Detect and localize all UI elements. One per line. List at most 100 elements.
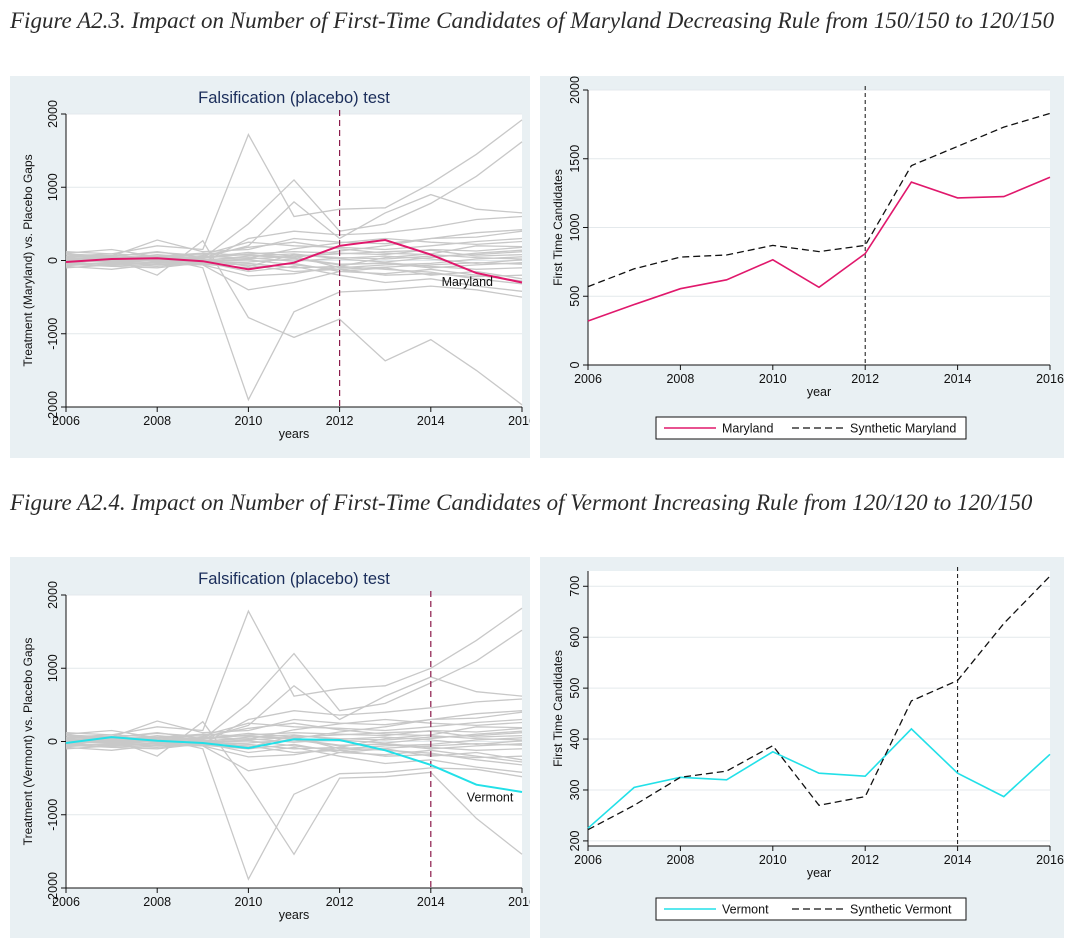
x-tick-label: 2010 (759, 372, 787, 386)
x-tick-label: 2012 (326, 414, 354, 428)
y-tick-label: -1000 (46, 318, 60, 350)
x-tick-label: 2012 (851, 853, 879, 867)
figure-caption-a2-3: Figure A2.3. Impact on Number of First-T… (10, 8, 1055, 33)
placebo-line (65, 698, 523, 750)
vermont-synthetic-panel: 200 300 400 500 600 700 2006 2008 2010 2012 2014 20… (540, 557, 1064, 938)
y-axis-title: First Time Candidates (551, 650, 565, 767)
chart-title: Falsification (placebo) test (198, 89, 390, 107)
x-tick-label: 2006 (52, 414, 80, 428)
placebo-line (65, 736, 523, 746)
x-tick-label: 2010 (234, 414, 262, 428)
y-tick-label: 2000 (46, 581, 60, 609)
maryland-placebo-panel: -2000 -1000 0 1000 2000 2006 2008 2010 2012 2014 2… (10, 76, 530, 458)
y-tick-label: 0 (46, 257, 60, 264)
treated-series-label: Vermont (467, 791, 514, 805)
legend-label: Synthetic Vermont (850, 903, 952, 917)
placebo-line (65, 742, 523, 773)
series-line (587, 575, 1051, 831)
placebo-line (65, 245, 523, 277)
x-tick-label: 2010 (759, 853, 787, 867)
maryland-placebo-chart: -2000 -1000 0 1000 2000 2006 2008 2010 2012 2014 2… (21, 89, 530, 441)
figure-caption-a2-4: Figure A2.4. Impact on Number of First-T… (10, 490, 1033, 515)
y-tick-label: 300 (568, 780, 582, 801)
x-tick-label: 2014 (417, 895, 445, 909)
placebo-line (65, 726, 523, 758)
maryland-synthetic-panel: 0 500 1000 1500 2000 2006 2008 2010 2012 2014 2016… (540, 76, 1064, 458)
y-tick-label: 700 (568, 576, 582, 597)
y-tick-label: 600 (568, 627, 582, 648)
x-axis-title: years (279, 427, 310, 441)
y-tick-label: 1000 (46, 173, 60, 201)
x-tick-label: 2014 (417, 414, 445, 428)
placebo-line (65, 229, 523, 259)
placebo-line (65, 261, 523, 292)
y-tick-label: 1000 (46, 654, 60, 682)
y-tick-label: 1000 (568, 214, 582, 242)
x-tick-label: 2008 (143, 414, 171, 428)
chart-title: Falsification (placebo) test (198, 570, 390, 588)
x-tick-label: 2006 (574, 853, 602, 867)
placebo-line (65, 237, 523, 258)
y-tick-label: 200 (568, 830, 582, 851)
placebo-line (65, 261, 523, 285)
legend-label: Maryland (722, 422, 773, 436)
y-tick-label: 1500 (568, 145, 582, 173)
legend-box (655, 416, 967, 440)
y-tick-label: 0 (46, 738, 60, 745)
placebo-line (65, 119, 523, 257)
treated-series-line (65, 238, 523, 284)
legend-label: Vermont (722, 903, 769, 917)
placebo-line (65, 722, 523, 741)
y-axis-title: Treatment (Vermont) vs. Placebo Gaps (21, 638, 35, 846)
placebo-line (65, 741, 523, 763)
x-tick-label: 2012 (851, 372, 879, 386)
placebo-line (65, 215, 523, 269)
x-axis-title: years (279, 908, 310, 922)
x-tick-label: 2016 (1036, 853, 1064, 867)
placebo-line (65, 718, 523, 739)
series-line (587, 727, 1051, 829)
series-line (587, 112, 1051, 288)
y-tick-label: 0 (568, 361, 582, 368)
x-tick-label: 2008 (666, 853, 694, 867)
x-tick-label: 2010 (234, 895, 262, 909)
y-tick-label: 500 (568, 286, 582, 307)
y-tick-label: 2000 (46, 100, 60, 128)
treated-series-line (65, 736, 523, 793)
x-tick-label: 2006 (574, 372, 602, 386)
placebo-line (65, 239, 523, 406)
x-tick-label: 2014 (944, 372, 972, 386)
placebo-line (65, 727, 523, 742)
legend-box (655, 897, 967, 921)
x-axis-title: year (807, 385, 831, 399)
y-tick-label: 400 (568, 729, 582, 750)
y-axis-title: Treatment (Maryland) vs. Placebo Gaps (21, 154, 35, 366)
x-tick-label: 2008 (666, 372, 694, 386)
y-tick-label: -2000 (46, 391, 60, 423)
placebo-line (65, 230, 523, 262)
placebo-line (65, 607, 523, 738)
y-tick-label: 2000 (568, 76, 582, 104)
x-tick-label: 2012 (326, 895, 354, 909)
x-tick-label: 2014 (944, 853, 972, 867)
placebo-line (65, 246, 523, 261)
vermont-placebo-panel: -2000 -1000 0 1000 2000 2006 2008 2010 2012 2014 2… (10, 557, 530, 938)
vermont-placebo-chart: -2000 -1000 0 1000 2000 2006 2008 2010 2012 2014 2… (21, 570, 530, 922)
y-tick-label: -1000 (46, 799, 60, 831)
x-tick-label: 2016 (508, 895, 530, 909)
x-tick-label: 2006 (52, 895, 80, 909)
vermont-synthetic-chart: 200 300 400 500 600 700 2006 2008 2010 2012 2014 20… (551, 567, 1064, 921)
x-axis-title: year (807, 866, 831, 880)
y-axis-title: First Time Candidates (551, 169, 565, 286)
legend-label: Synthetic Maryland (850, 422, 956, 436)
y-tick-label: -2000 (46, 872, 60, 904)
placebo-line (65, 742, 523, 766)
x-tick-label: 2016 (1036, 372, 1064, 386)
x-tick-label: 2008 (143, 895, 171, 909)
placebo-line (65, 710, 523, 740)
placebo-line (65, 241, 523, 260)
y-tick-label: 500 (568, 678, 582, 699)
maryland-synthetic-chart: 0 500 1000 1500 2000 2006 2008 2010 2012 2014 2016… (551, 76, 1064, 440)
x-tick-label: 2016 (508, 414, 530, 428)
plot-area (588, 571, 1050, 846)
